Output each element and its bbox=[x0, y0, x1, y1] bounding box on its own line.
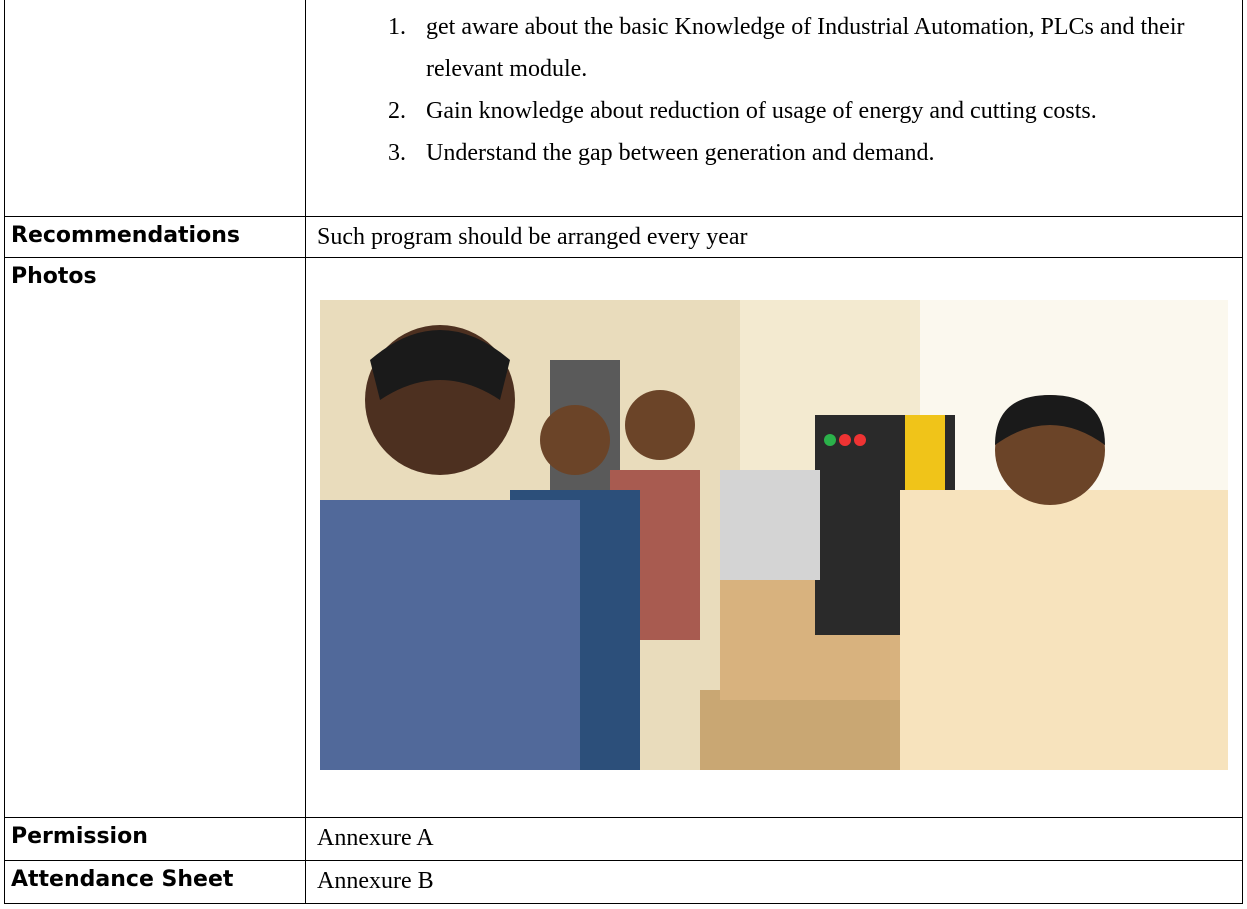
outcome: Gain knowledge about reduction of usage … bbox=[412, 90, 1226, 132]
outcome: Understand the gap between generation an… bbox=[412, 132, 1226, 174]
row: Photos bbox=[4, 257, 1243, 818]
row-content: Such program should be arranged every ye… bbox=[305, 216, 1243, 258]
report-table: get aware about the basic Knowledge of I… bbox=[4, 0, 1243, 904]
row: Recommendations Such program should be a… bbox=[4, 216, 1243, 258]
photo-cell bbox=[305, 257, 1243, 818]
row-content: Annexure A bbox=[305, 817, 1243, 861]
photo bbox=[320, 300, 1228, 770]
outcomes-list: get aware about the basic Knowledge of I… bbox=[306, 6, 1242, 174]
outcomes-cell: get aware about the basic Knowledge of I… bbox=[305, 0, 1243, 217]
outcomes-row: get aware about the basic Knowledge of I… bbox=[4, 0, 1243, 217]
empty-cell bbox=[4, 0, 306, 217]
row-label: Permission bbox=[4, 817, 306, 861]
row-label: Photos bbox=[4, 257, 306, 818]
row-content: Annexure B bbox=[305, 860, 1243, 904]
outcome: get aware about the basic Knowledge of I… bbox=[412, 6, 1226, 90]
row: Attendance Sheet Annexure B bbox=[4, 860, 1243, 904]
row-label: Attendance Sheet bbox=[4, 860, 306, 904]
row: Permission Annexure A bbox=[4, 817, 1243, 861]
row-label: Recommendations bbox=[4, 216, 306, 258]
